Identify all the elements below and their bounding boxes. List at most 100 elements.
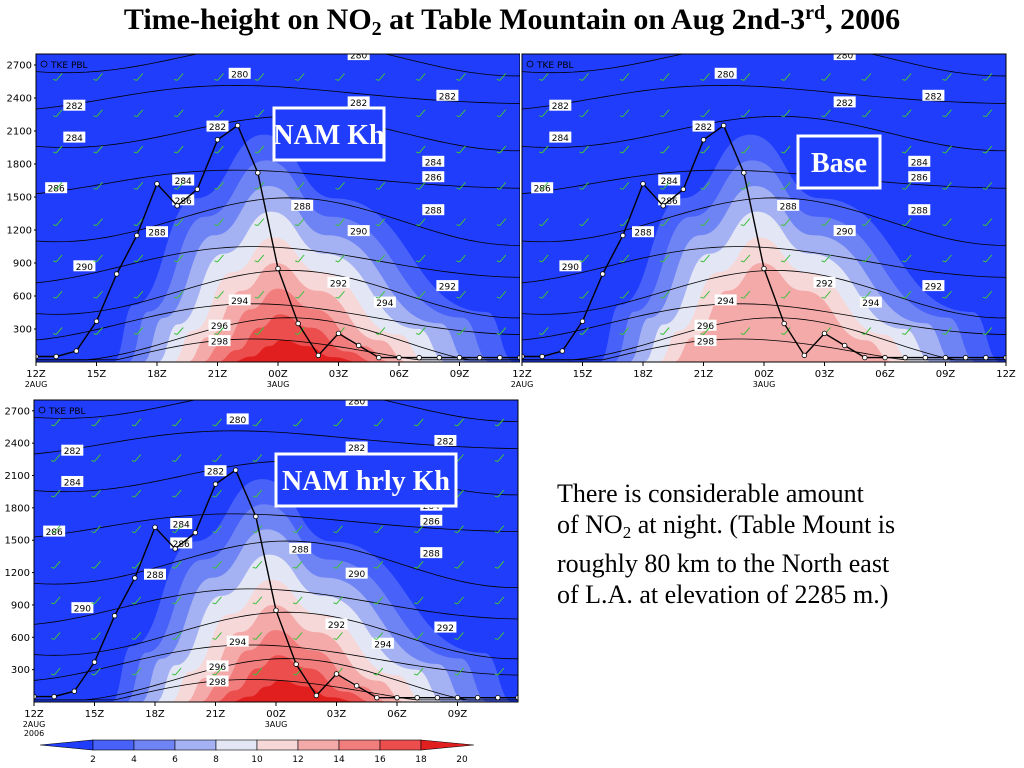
wind-barb	[375, 327, 386, 335]
contour-label: 290	[559, 260, 582, 273]
wind-barb	[416, 218, 426, 227]
svg-text:292: 292	[925, 283, 942, 293]
wind-barb	[539, 327, 549, 335]
wind-barb	[375, 218, 386, 227]
y-tick-label: 2700	[7, 61, 32, 72]
panel-label: NAM hrly Kh	[282, 466, 450, 497]
wind-barb	[254, 327, 265, 335]
wind-barb	[131, 560, 142, 569]
wind-barb	[335, 254, 345, 263]
wind-barb	[456, 254, 466, 263]
wind-barb	[619, 290, 630, 299]
x-tick-label: 03Z	[327, 709, 347, 720]
contour-label: 280	[347, 54, 370, 62]
wind-barb	[660, 254, 670, 263]
wind-barb	[982, 290, 993, 299]
legend: TKE PBL	[526, 60, 574, 71]
wind-barb	[414, 667, 424, 676]
pbl-point	[640, 181, 646, 187]
wind-barb	[619, 181, 630, 190]
wind-barb	[456, 181, 466, 190]
pbl-point	[741, 170, 747, 176]
wind-barb	[53, 254, 63, 263]
wind-barb	[133, 109, 144, 118]
contour-label: 288	[632, 226, 654, 239]
chart-panel-nam-hrly-kh: 2802802822822822822842842842862862862882…	[5, 398, 519, 738]
svg-text:288: 288	[292, 545, 309, 555]
svg-text:284: 284	[552, 134, 569, 144]
wind-barb	[93, 181, 103, 190]
wind-barb	[496, 254, 507, 263]
contour-label: 290	[71, 602, 94, 615]
colorbar-tick-label: 6	[172, 755, 178, 765]
wind-barb	[254, 290, 265, 299]
svg-text:280: 280	[348, 398, 365, 408]
wind-barb	[51, 596, 61, 605]
pbl-point	[841, 342, 848, 349]
wind-barb	[93, 145, 103, 154]
colorbar-segment	[133, 739, 176, 751]
colorbar-tick-label: 20	[456, 755, 468, 765]
wind-barb	[942, 145, 952, 154]
wind-barb	[214, 327, 224, 335]
y-tick-label: 900	[11, 600, 30, 611]
contour-label: 282	[206, 120, 229, 133]
contour-label: 294	[373, 296, 396, 309]
svg-text:286: 286	[661, 197, 678, 207]
svg-text:292: 292	[439, 283, 456, 293]
wind-barb	[942, 327, 952, 335]
x-tick-label: 18Z	[633, 369, 653, 380]
contour-label: 280	[228, 67, 251, 80]
wind-barb	[172, 667, 182, 676]
pbl-point	[396, 354, 402, 361]
wind-barb	[494, 525, 505, 534]
wind-barb	[131, 525, 142, 534]
contour-label: 296	[208, 319, 231, 332]
wind-barb	[174, 109, 184, 118]
wind-barb	[212, 489, 222, 498]
theta-contour-line	[36, 246, 520, 284]
wind-barb	[902, 218, 912, 227]
contour-label: 284	[63, 131, 86, 144]
wind-barb	[982, 73, 993, 81]
svg-text:288: 288	[634, 229, 651, 239]
wind-barb	[942, 109, 952, 118]
svg-text:284: 284	[661, 177, 678, 187]
pbl-point	[374, 694, 380, 701]
pbl-point	[515, 694, 518, 701]
wind-barb	[172, 632, 182, 640]
wind-barb	[416, 73, 426, 81]
wind-barb	[53, 145, 63, 154]
theta-contour-line	[34, 644, 518, 681]
y-tick-label: 600	[13, 292, 32, 303]
svg-text:280: 280	[836, 52, 853, 62]
wind-barb	[414, 418, 424, 427]
wind-barb	[252, 667, 263, 676]
panel-label: NAM Kh	[273, 120, 385, 151]
contour-label: 280	[714, 67, 737, 80]
wind-barb	[91, 667, 101, 676]
wind-barb	[212, 418, 222, 427]
wind-barb	[700, 327, 710, 335]
svg-text:282: 282	[66, 102, 83, 112]
wind-barb	[454, 667, 464, 676]
svg-text:290: 290	[350, 228, 367, 238]
wind-barb	[494, 632, 505, 640]
pbl-point	[172, 546, 178, 552]
wind-barb	[333, 525, 343, 534]
x-tick-label: 18Z	[145, 709, 165, 720]
colorbar-tick-label: 2	[90, 755, 96, 765]
wind-barb	[821, 290, 831, 299]
pbl-point	[680, 186, 687, 192]
wind-barb	[295, 290, 305, 299]
wind-barb	[902, 290, 912, 299]
x-tick-label: 06Z	[387, 709, 407, 720]
no2-contour-fill	[231, 340, 361, 362]
pbl-point	[660, 203, 666, 209]
colorbar-tick-label: 14	[333, 755, 345, 765]
pbl-point	[152, 524, 158, 530]
theta-contour-line	[36, 303, 520, 341]
x-subtick-label: 2AUG	[25, 380, 48, 389]
wind-barb	[416, 145, 426, 154]
pbl-point	[559, 348, 566, 354]
